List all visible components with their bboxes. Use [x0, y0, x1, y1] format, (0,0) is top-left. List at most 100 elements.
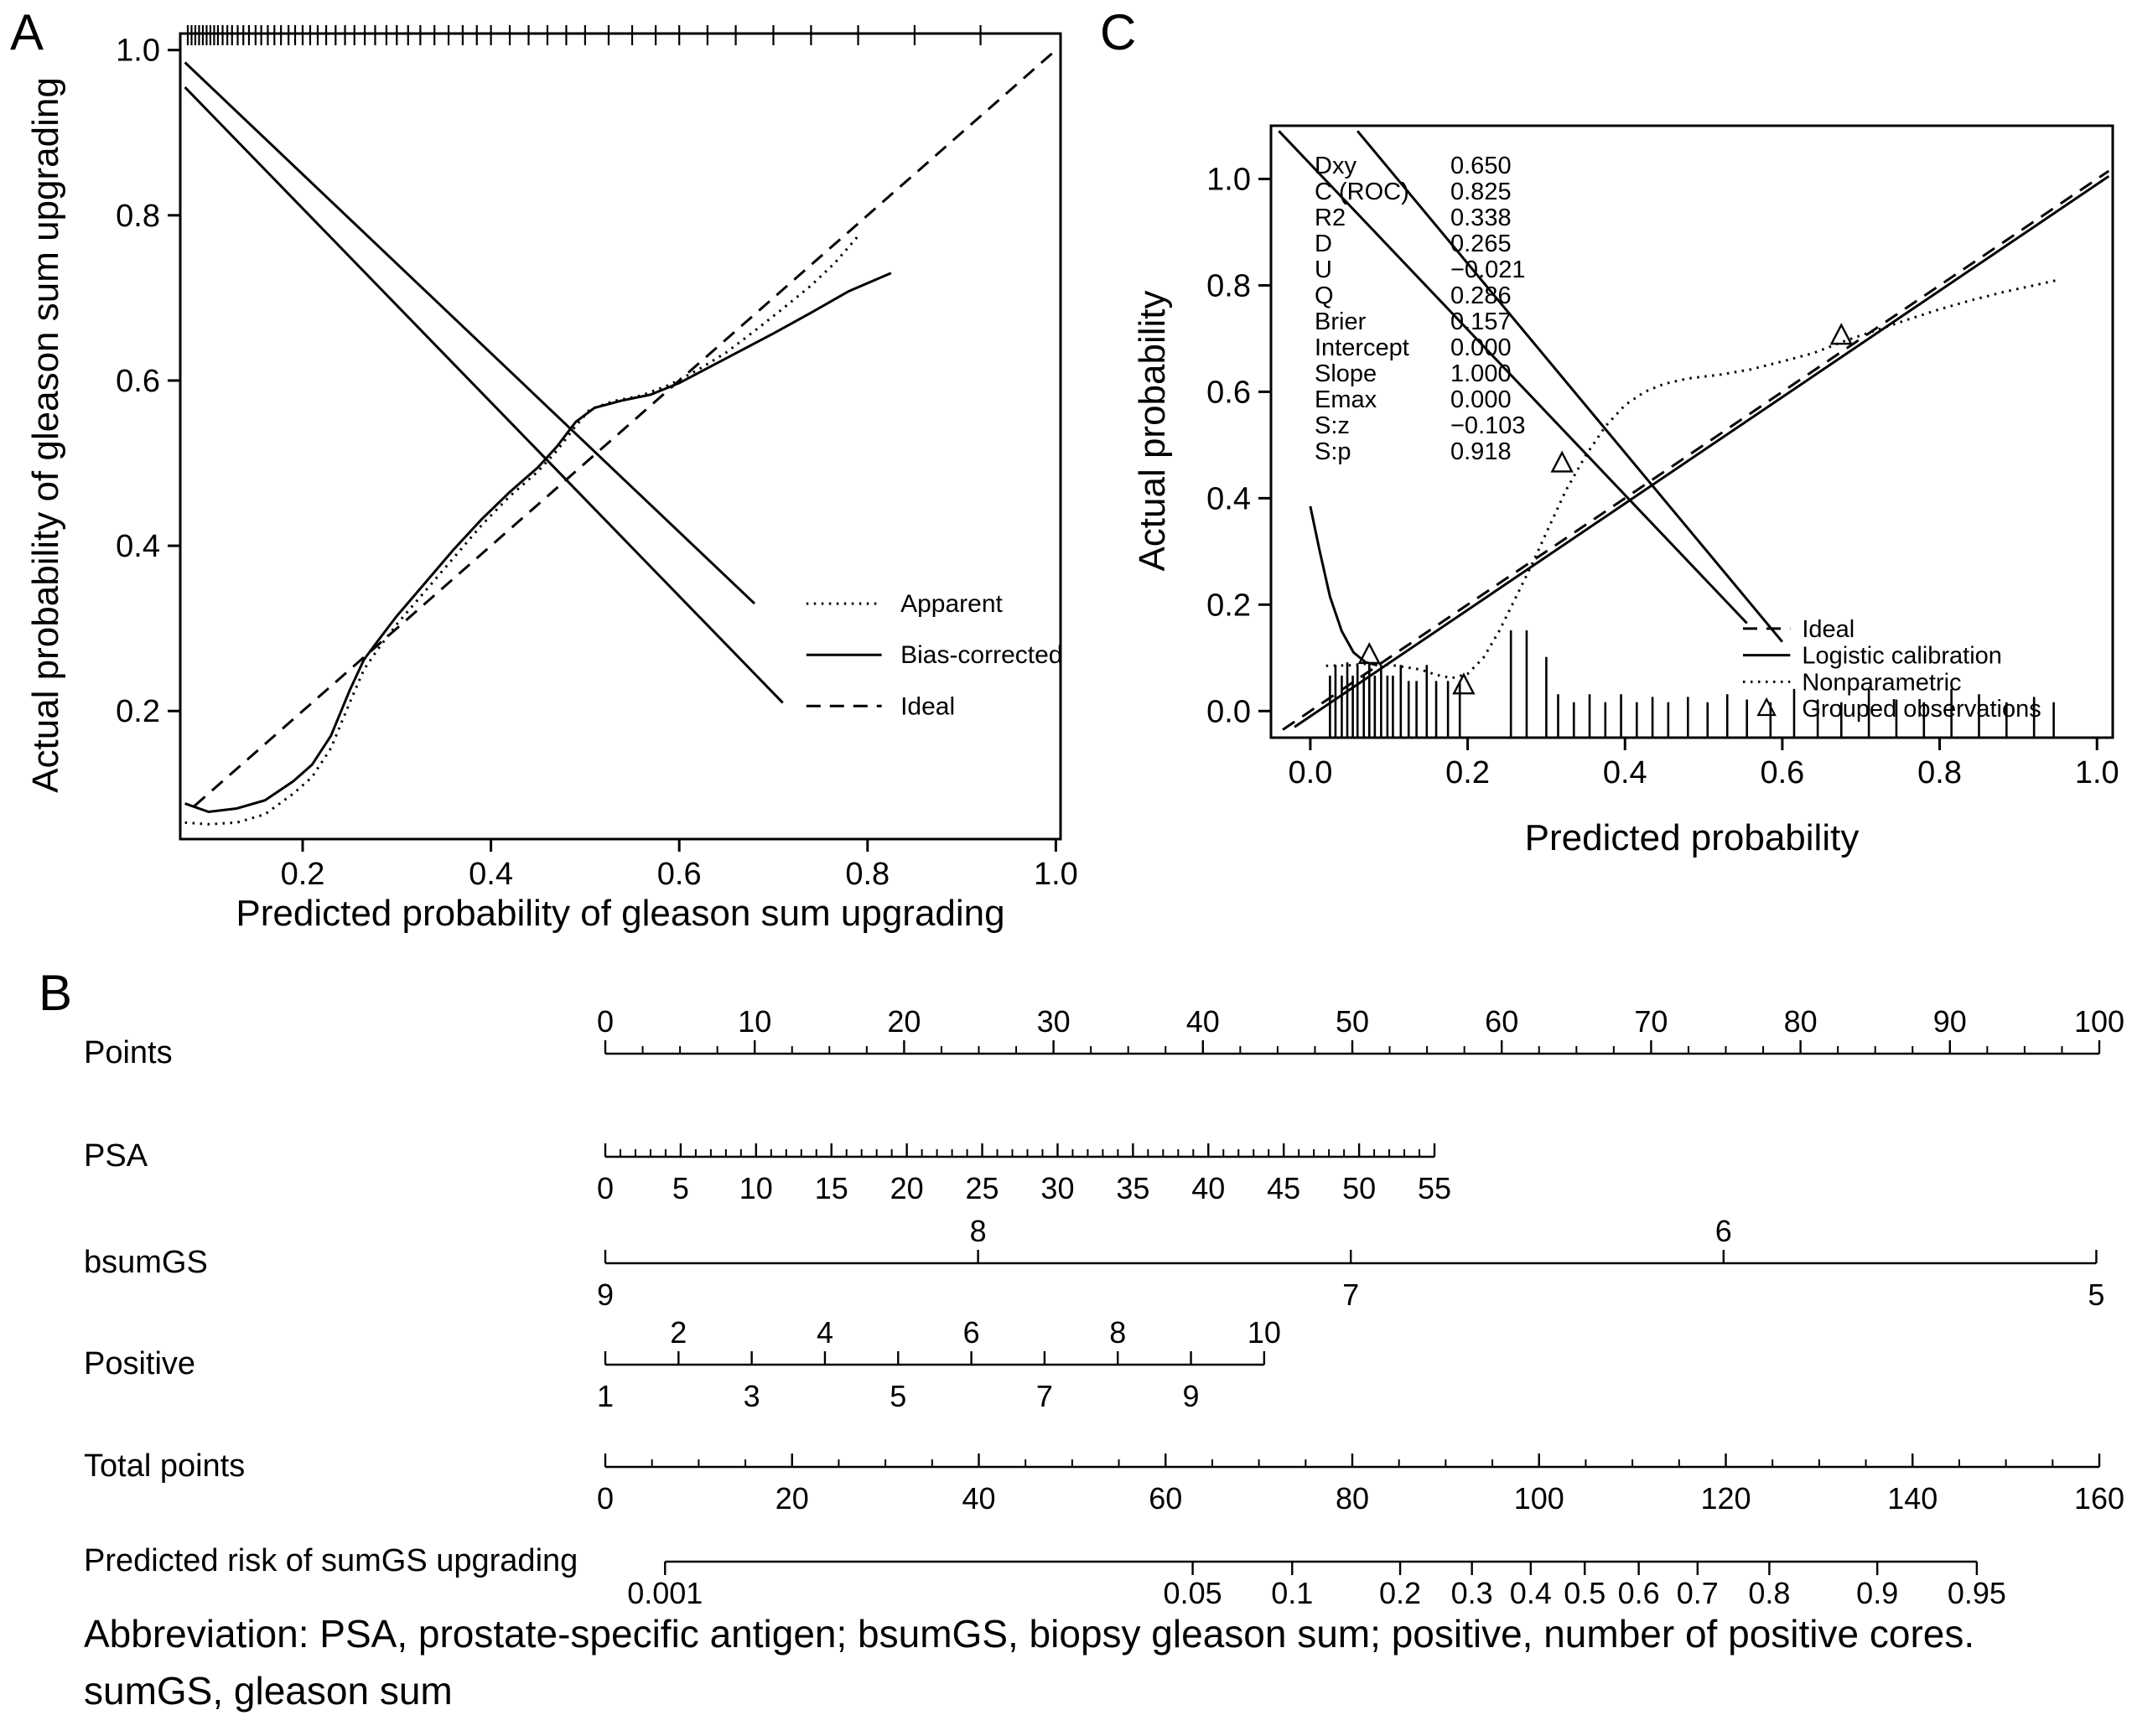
axis-tick-label: 8 — [970, 1214, 987, 1248]
x-axis-tick-label: 0.4 — [1603, 755, 1647, 790]
axis-tick-label: 3 — [744, 1379, 760, 1413]
axis-tick-label: 10 — [739, 1171, 773, 1205]
axis-tick-label: 1 — [597, 1379, 614, 1413]
panel-c-x-axis-title: Predicted probability — [1524, 817, 1860, 858]
axis-tick-label: 20 — [890, 1171, 924, 1205]
axis-tick-label: 0.5 — [1564, 1576, 1605, 1610]
axis-tick-label: 160 — [2074, 1481, 2124, 1516]
stat-value: −0.021 — [1450, 257, 1526, 283]
stat-value: 0.825 — [1450, 179, 1512, 205]
stat-value: 0.338 — [1450, 205, 1512, 231]
x-axis-tick-label: 0.2 — [1445, 755, 1490, 790]
axis-tick-label: 40 — [1186, 1004, 1220, 1039]
axis-tick-label: 25 — [966, 1171, 999, 1205]
stat-name: S:p — [1315, 438, 1351, 465]
axis-tick-label: 100 — [1514, 1481, 1564, 1516]
stat-value: 0.000 — [1450, 386, 1512, 413]
panel-b-letter: B — [39, 965, 73, 1021]
axis-tick-label: 45 — [1267, 1171, 1300, 1205]
axis-tick-label: 120 — [1700, 1481, 1751, 1516]
y-axis-tick-label: 0.6 — [116, 364, 160, 399]
axis-tick-label: 20 — [776, 1481, 809, 1516]
curve-overlay-line-upper — [184, 61, 756, 605]
nomogram-row-label-positive: Positive — [84, 1346, 196, 1381]
y-axis-tick-label: 0.0 — [1206, 694, 1251, 729]
axis-tick-label: 30 — [1040, 1171, 1074, 1205]
stat-value: 0.265 — [1450, 231, 1512, 257]
legend-item-label: Bias-corrected — [900, 641, 1062, 669]
stat-name: D — [1315, 231, 1332, 257]
axis-tick-label: 0.3 — [1451, 1576, 1493, 1610]
axis-tick-label: 0.95 — [1948, 1576, 2006, 1610]
y-axis-tick-label: 0.2 — [1206, 588, 1251, 623]
axis-tick-label: 2 — [670, 1315, 687, 1350]
nomogram-row-label-psa: PSA — [84, 1138, 148, 1174]
axis-tick-label: 70 — [1634, 1004, 1668, 1039]
y-axis-tick-label: 0.8 — [116, 199, 160, 234]
grouped-observation-marker — [1357, 642, 1381, 665]
stat-value: −0.103 — [1450, 412, 1526, 439]
axis-tick-label: 6 — [1715, 1214, 1732, 1248]
curve-overlay-line-lower — [184, 86, 784, 704]
axis-tick-label: 8 — [1109, 1315, 1126, 1350]
axis-tick-label: 20 — [887, 1004, 921, 1039]
x-axis-tick-label: 0.6 — [1760, 755, 1804, 790]
axis-tick-label: 7 — [1342, 1277, 1359, 1312]
axis-tick-label: 0 — [597, 1171, 614, 1205]
axis-tick-label: 0.4 — [1510, 1576, 1552, 1610]
axis-tick-label: 0.7 — [1677, 1576, 1719, 1610]
axis-tick-label: 140 — [1887, 1481, 1937, 1516]
axis-tick-label: 55 — [1418, 1171, 1451, 1205]
stat-name: U — [1315, 257, 1332, 283]
stat-name: Intercept — [1315, 334, 1409, 361]
curve-nonparametric — [1325, 278, 2058, 680]
nomogram-row-label-total-points: Total points — [84, 1448, 246, 1484]
grouped-observation-marker — [1550, 450, 1574, 473]
axis-tick-label: 30 — [1037, 1004, 1071, 1039]
x-axis-tick-label: 0.2 — [281, 857, 325, 892]
panel-c-calibration-plot: 0.0 0.2 0.4 0.6 0.8 1.00.00.20.40.60.81.0 Dxy 0… — [1206, 124, 2119, 790]
axis-tick-label: 10 — [738, 1004, 771, 1039]
axis-tick-label: 9 — [1183, 1379, 1200, 1413]
axis-tick-label: 100 — [2074, 1004, 2124, 1039]
axis-tick-label: 0.8 — [1748, 1576, 1790, 1610]
axis-tick-label: 6 — [963, 1315, 980, 1350]
legend-item-label: Grouped observations — [1802, 696, 2041, 723]
y-axis-tick-label: 0.2 — [116, 694, 160, 729]
axis-tick-label: 60 — [1485, 1004, 1518, 1039]
axis-tick-label: 9 — [597, 1277, 614, 1312]
axis-tick-label: 5 — [890, 1379, 906, 1413]
y-axis-tick-label: 0.4 — [1206, 481, 1251, 516]
axis-tick-label: 50 — [1336, 1004, 1369, 1039]
axis-tick-label: 60 — [1149, 1481, 1182, 1516]
x-axis-tick-label: 0.8 — [1917, 755, 1962, 790]
curve-left-edge-curve — [1309, 505, 1378, 667]
curve-apparent — [184, 235, 859, 826]
curve-ideal — [193, 49, 1057, 807]
stat-value: 0.000 — [1450, 334, 1512, 361]
axis-tick-label: 0.6 — [1618, 1576, 1660, 1610]
legend-triangle-marker — [1756, 697, 1777, 717]
y-axis-tick-label: 1.0 — [116, 34, 160, 69]
y-axis-tick-label: 0.8 — [1206, 268, 1251, 303]
curve-overlay-line-upper — [1278, 130, 1748, 624]
panel-a-y-axis-title: Actual probability of gleason sum upgrad… — [25, 77, 66, 793]
stat-name: Brier — [1315, 308, 1367, 335]
curve-bias-corrected — [184, 272, 892, 814]
x-axis-tick-label: 0.4 — [469, 857, 513, 892]
axis-tick-label: 80 — [1336, 1481, 1369, 1516]
stat-name: C (ROC) — [1315, 179, 1409, 205]
nomogram-row-label-bsumgs: bsumGS — [84, 1245, 208, 1280]
stat-value: 0.918 — [1450, 438, 1512, 465]
stat-name: R2 — [1315, 205, 1346, 231]
axis-tick-label: 10 — [1248, 1315, 1281, 1350]
x-axis-tick-label: 0.6 — [657, 857, 702, 892]
abbreviation-line-2: sumGS, gleason sum — [84, 1669, 453, 1713]
axis-tick-label: 50 — [1342, 1171, 1376, 1205]
stat-name: Emax — [1315, 386, 1377, 413]
nomogram-row-label-points: Points — [84, 1035, 173, 1070]
axis-tick-label: 5 — [2088, 1277, 2104, 1312]
grouped-observation-marker — [1452, 672, 1476, 695]
